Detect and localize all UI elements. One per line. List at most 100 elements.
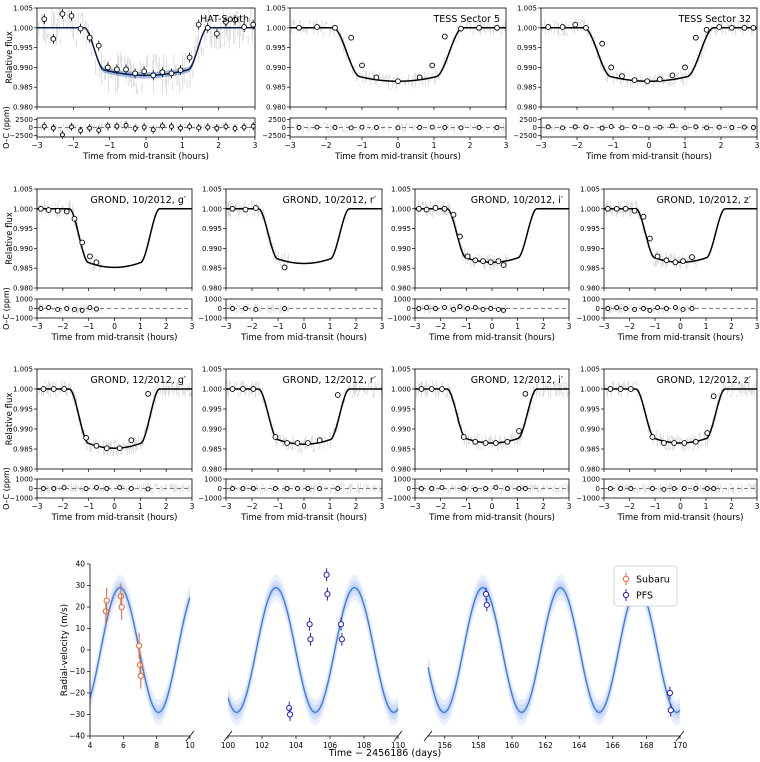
- binned-point: [504, 438, 511, 445]
- residual-point: [522, 486, 528, 491]
- residual-point: [689, 306, 695, 311]
- x-tick-label: −3: [598, 322, 609, 331]
- binned-point: [284, 440, 290, 446]
- x-tick-label: 0: [490, 502, 495, 511]
- binned-point: [86, 34, 93, 41]
- binned-point: [654, 253, 661, 260]
- binned-point: [656, 76, 663, 83]
- rv-point-subaru: [136, 661, 144, 669]
- residual-point: [716, 124, 722, 130]
- residual-y-tick-label: 2500: [519, 116, 537, 124]
- residual-y-tick-label: −2500: [9, 132, 33, 140]
- binned-point: [671, 440, 677, 446]
- binned-point: [332, 24, 338, 31]
- binned-point: [599, 40, 606, 47]
- binned-point: [464, 253, 471, 260]
- binned-point: [145, 390, 151, 397]
- residual-y-tick-label: 1000: [15, 476, 33, 484]
- binned-point: [613, 205, 620, 212]
- residual-y-tick-label: 0: [407, 485, 411, 493]
- binned-point: [682, 64, 688, 71]
- residual-point: [605, 306, 611, 311]
- y-tick-label: 0.995: [202, 406, 222, 414]
- y-tick-label: 0.980: [391, 466, 411, 474]
- binned-point: [608, 64, 615, 71]
- residual-point: [87, 305, 93, 310]
- residual-y-tick-label: 1000: [582, 296, 600, 304]
- residual-point: [240, 486, 246, 491]
- x-tick-label: 1: [515, 502, 520, 511]
- residual-point: [495, 307, 501, 312]
- residual-point: [104, 486, 110, 491]
- binned-point: [487, 259, 494, 266]
- rv-x-tick-label: 10: [185, 741, 195, 750]
- x-tick-label: −1: [649, 322, 660, 331]
- rv-point-subaru: [117, 593, 124, 600]
- residual-point: [117, 485, 123, 490]
- residual-point: [439, 485, 445, 490]
- legend-label: PFS: [636, 591, 653, 602]
- binned-point: [296, 24, 302, 31]
- residual-point: [465, 306, 471, 311]
- residual-y-tick-label: −1000: [9, 495, 33, 503]
- y-tick-label: 1.000: [517, 24, 537, 32]
- transit-model-curve: [37, 208, 192, 269]
- binned-point: [439, 386, 445, 392]
- binned-point: [95, 42, 102, 49]
- binned-point: [214, 30, 220, 37]
- binned-point: [314, 24, 320, 30]
- residual-point: [729, 125, 735, 130]
- residual-point: [114, 123, 120, 129]
- x-tick-label: 1: [180, 141, 185, 150]
- binned-point: [619, 73, 625, 79]
- x-tick-label: −3: [220, 322, 231, 331]
- residual-point: [516, 486, 522, 491]
- residual-y-tick-label: 2500: [15, 116, 33, 124]
- binned-point: [241, 24, 247, 30]
- binned-point: [177, 67, 184, 74]
- binned-point: [334, 392, 341, 398]
- residual-y-tick-label: 0: [29, 485, 33, 493]
- residual-y-tick-label: 0: [596, 485, 600, 493]
- y-tick-label: 1.005: [517, 5, 537, 13]
- residual-point: [493, 485, 499, 490]
- residual-point: [416, 306, 422, 311]
- binned-point: [741, 24, 748, 31]
- residual-point: [87, 125, 93, 131]
- binned-point: [703, 26, 710, 33]
- raw-data-4: [226, 200, 290, 314]
- residual-point: [295, 486, 300, 491]
- binned-point: [476, 24, 482, 31]
- residual-y-tick-label: 0: [29, 305, 33, 313]
- x-tick-label: −3: [220, 502, 231, 511]
- residual-point: [599, 125, 605, 131]
- panel-title: GROND, 10/2012, g′: [90, 195, 186, 206]
- y-tick-label: 1.000: [580, 386, 600, 394]
- residual-point: [93, 306, 99, 312]
- residual-point: [214, 125, 220, 131]
- x-tick-label: 3: [190, 322, 195, 331]
- residual-point: [504, 486, 510, 491]
- binned-point: [141, 68, 148, 75]
- residual-point: [704, 486, 710, 491]
- residual-point: [93, 485, 99, 490]
- residual-point: [105, 123, 111, 129]
- y-tick-label: 0.990: [13, 245, 33, 253]
- binned-point: [232, 17, 238, 23]
- x-tick-label: −2: [320, 141, 331, 150]
- x-tick-label: 0: [490, 322, 495, 331]
- rv-y-tick-label: 10: [75, 624, 85, 633]
- rv-x-tick-label: 166: [606, 741, 621, 750]
- x-tick-label: −3: [31, 322, 42, 331]
- residual-y-tick-label: 0: [533, 124, 537, 132]
- residual-point: [461, 486, 467, 491]
- residual-y-tick-label: 1000: [204, 476, 222, 484]
- binned-point: [316, 437, 323, 444]
- binned-point: [661, 440, 667, 446]
- residual-point: [671, 486, 677, 491]
- residual-point: [664, 306, 669, 311]
- residual-point: [205, 124, 211, 130]
- y-tick-label: 1.005: [202, 186, 222, 194]
- residual-point: [647, 307, 653, 313]
- residual-point: [472, 487, 478, 492]
